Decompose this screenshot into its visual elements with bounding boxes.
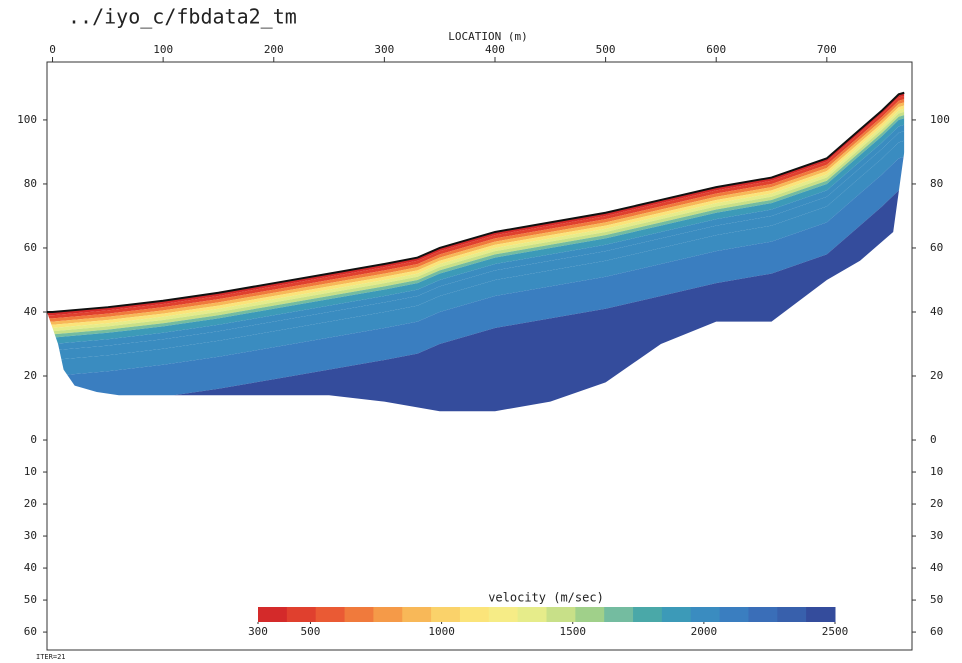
y-tick-label: 20 bbox=[24, 369, 37, 382]
velocity-band bbox=[47, 188, 905, 412]
colorbar-swatch bbox=[373, 607, 403, 622]
velocity-field bbox=[47, 92, 905, 412]
colorbar-swatch bbox=[575, 607, 605, 622]
x-axis-label: LOCATION (m) bbox=[448, 30, 527, 43]
colorbar-label: velocity (m/sec) bbox=[488, 591, 604, 605]
x-tick-label: 0 bbox=[49, 43, 56, 56]
y2-tick-label: 60 bbox=[930, 241, 943, 254]
colorbar-swatch bbox=[690, 607, 721, 622]
colorbar-tick-label: 500 bbox=[301, 625, 321, 638]
colorbar-swatch bbox=[402, 607, 432, 622]
y2-tick-label: 40 bbox=[930, 561, 943, 574]
y-tick-label: 80 bbox=[24, 177, 37, 190]
colorbar-tick-label: 300 bbox=[248, 625, 268, 638]
y-tick-label: 0 bbox=[30, 433, 37, 446]
y-tick-label: 100 bbox=[17, 113, 37, 126]
y-tick-label: 10 bbox=[24, 465, 37, 478]
colorbar-swatch bbox=[633, 607, 663, 622]
colorbar-tick-label: 2500 bbox=[822, 625, 849, 638]
y2-tick-label: 20 bbox=[930, 497, 943, 510]
colorbar-swatch bbox=[459, 607, 490, 622]
colorbar-swatch bbox=[604, 607, 634, 622]
y2-tick-label: 0 bbox=[930, 433, 937, 446]
y-tick-label: 40 bbox=[24, 305, 37, 318]
y-tick-label: 30 bbox=[24, 529, 37, 542]
x-tick-label: 600 bbox=[706, 43, 726, 56]
y2-tick-label: 10 bbox=[930, 465, 943, 478]
x-tick-label: 200 bbox=[264, 43, 284, 56]
colorbar-tick-label: 2000 bbox=[691, 625, 718, 638]
plot-frame bbox=[46, 61, 913, 651]
velocity-band bbox=[47, 156, 905, 409]
y2-tick-label: 60 bbox=[930, 625, 943, 638]
y2-tick-label: 40 bbox=[930, 305, 943, 318]
colorbar-tick-label: 1000 bbox=[428, 625, 455, 638]
y-tick-label: 20 bbox=[24, 497, 37, 510]
y-tick-label: 50 bbox=[24, 593, 37, 606]
velocity-band bbox=[47, 140, 905, 377]
colorbar-swatch bbox=[488, 607, 519, 622]
y2-tick-label: 80 bbox=[930, 177, 943, 190]
x-tick-label: 500 bbox=[596, 43, 616, 56]
colorbar-swatch bbox=[286, 607, 317, 622]
x-tick-label: 300 bbox=[374, 43, 394, 56]
colorbar-swatch bbox=[258, 607, 288, 622]
x-tick-label: 400 bbox=[485, 43, 505, 56]
colorbar-swatch bbox=[315, 607, 346, 622]
y-tick-label: 40 bbox=[24, 561, 37, 574]
y2-tick-label: 100 bbox=[930, 113, 950, 126]
y-tick-label: 60 bbox=[24, 241, 37, 254]
colorbar-swatch bbox=[748, 607, 778, 622]
x-tick-label: 700 bbox=[817, 43, 837, 56]
surface-line bbox=[47, 91, 905, 313]
colorbar-swatch bbox=[777, 607, 807, 622]
colorbar-swatch bbox=[431, 607, 461, 622]
colorbar-swatch bbox=[806, 607, 836, 622]
colorbar-tick-label: 1500 bbox=[559, 625, 586, 638]
colorbar-swatch bbox=[661, 607, 692, 622]
colorbar-swatch bbox=[344, 607, 374, 622]
chart-title: ../iyo_c/fbdata2_tm bbox=[68, 5, 297, 29]
footnote: ITER=21 bbox=[36, 653, 66, 661]
x-tick-label: 100 bbox=[153, 43, 173, 56]
colorbar-swatch bbox=[546, 607, 576, 622]
y2-tick-label: 30 bbox=[930, 529, 943, 542]
y-tick-label: 60 bbox=[24, 625, 37, 638]
colorbar-swatch bbox=[719, 607, 749, 622]
y2-tick-label: 50 bbox=[930, 593, 943, 606]
colorbar-swatch bbox=[517, 607, 547, 622]
y2-tick-label: 20 bbox=[930, 369, 943, 382]
